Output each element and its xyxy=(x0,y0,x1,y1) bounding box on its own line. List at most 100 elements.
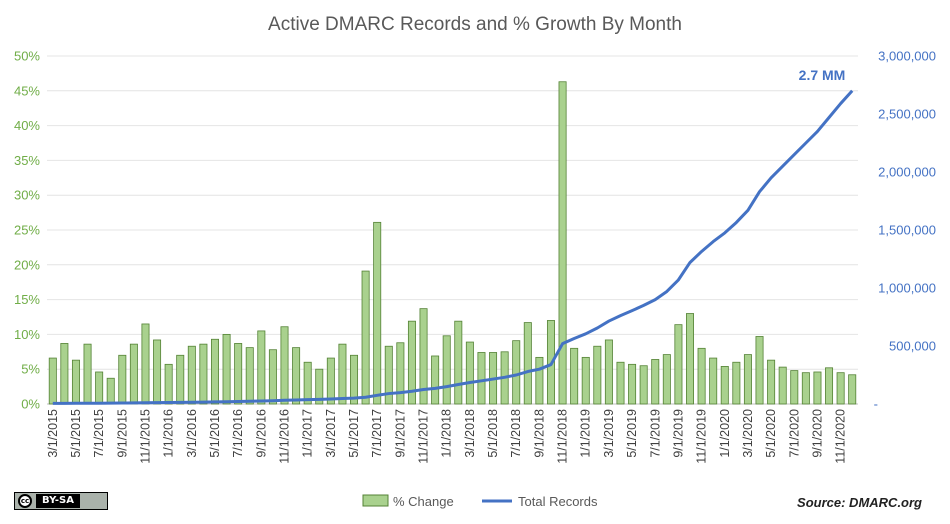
y-left-tick-label: 40% xyxy=(14,118,40,133)
bar xyxy=(303,361,312,405)
legend: % Change Total Records xyxy=(362,494,598,509)
x-tick-label: 7/1/2017 xyxy=(370,409,384,458)
bar xyxy=(674,324,683,405)
legend-bar-swatch xyxy=(362,494,389,507)
y-right-tick-label: 1,500,000 xyxy=(878,223,936,238)
y-left-tick-label: 45% xyxy=(14,83,40,98)
x-tick-label: 3/1/2020 xyxy=(741,409,755,458)
bar xyxy=(431,355,440,405)
bar xyxy=(813,371,822,405)
x-tick-label: 7/1/2020 xyxy=(787,409,801,458)
bar xyxy=(280,326,289,405)
x-tick-label: 7/1/2018 xyxy=(509,409,523,458)
x-tick-label: 3/1/2019 xyxy=(602,409,616,458)
grid-lines xyxy=(47,55,858,405)
y-left-tick-label: 50% xyxy=(14,49,40,64)
y-left-tick-label: 10% xyxy=(14,327,40,342)
bar xyxy=(71,359,80,405)
bar xyxy=(836,372,845,405)
line-series-total-records xyxy=(52,89,854,405)
x-tick-label: 3/1/2018 xyxy=(463,409,477,458)
bar xyxy=(419,308,428,405)
bar xyxy=(593,345,602,405)
x-tick-label: 1/1/2016 xyxy=(162,409,176,458)
bar xyxy=(396,342,405,405)
x-tick-label: 7/1/2016 xyxy=(231,409,245,458)
y-right-tick-label: 500,000 xyxy=(889,339,936,354)
bar xyxy=(129,343,138,405)
bar xyxy=(407,320,416,405)
bar xyxy=(118,354,127,405)
x-tick-label: 1/1/2020 xyxy=(718,409,732,458)
x-tick-label: 3/1/2015 xyxy=(46,409,60,458)
y-left-tick-label: 20% xyxy=(14,257,40,272)
bar xyxy=(164,363,173,405)
y-left-tick-label: 35% xyxy=(14,153,40,168)
bar xyxy=(801,372,810,405)
x-tick-label: 5/1/2015 xyxy=(69,409,83,458)
x-tick-label: 11/1/2019 xyxy=(695,409,709,464)
bar xyxy=(477,352,486,405)
bar xyxy=(199,343,208,405)
x-tick-label: 9/1/2019 xyxy=(671,409,685,458)
bar xyxy=(697,347,706,405)
legend-bar-label: % Change xyxy=(393,494,454,509)
bar xyxy=(720,366,729,405)
y-right-tick-label: 2,500,000 xyxy=(878,107,936,122)
bar xyxy=(257,330,266,405)
y-right-tick-label: 2,000,000 xyxy=(878,165,936,180)
x-tick-label: 9/1/2016 xyxy=(254,409,268,458)
bar xyxy=(570,347,579,405)
y-right-tick-label: 1,000,000 xyxy=(878,281,936,296)
bar xyxy=(245,347,254,405)
x-tick-label: 7/1/2019 xyxy=(648,409,662,458)
bar-series-percent-change xyxy=(48,81,857,405)
bar xyxy=(95,371,104,405)
license-text: BY-SA xyxy=(36,494,80,508)
x-tick-label: 7/1/2015 xyxy=(92,409,106,458)
x-tick-label: 1/1/2017 xyxy=(301,409,315,458)
x-tick-label: 11/1/2016 xyxy=(278,409,292,464)
bar xyxy=(686,313,694,405)
x-tick-label: 3/1/2017 xyxy=(324,409,338,458)
x-tick-label: 11/1/2017 xyxy=(417,409,431,464)
x-tick-label: 11/1/2018 xyxy=(556,409,570,464)
bar xyxy=(176,354,185,405)
bar xyxy=(732,361,741,405)
x-tick-label: 5/1/2019 xyxy=(625,409,639,458)
bar xyxy=(315,368,324,405)
x-tick-label: 1/1/2019 xyxy=(579,409,593,458)
x-tick-label: 5/1/2018 xyxy=(486,409,500,458)
bar xyxy=(211,338,219,405)
bar xyxy=(373,221,382,405)
bar xyxy=(222,333,231,405)
bar xyxy=(106,377,115,405)
bar xyxy=(350,354,359,405)
y-left-tick-label: 0% xyxy=(21,397,40,412)
bar xyxy=(292,347,301,405)
legend-line-label: Total Records xyxy=(518,494,598,509)
bar xyxy=(825,367,834,405)
y-left-tick-label: 30% xyxy=(14,188,40,203)
bar xyxy=(141,323,150,405)
bar xyxy=(790,370,799,405)
bar xyxy=(848,374,857,405)
x-tick-label: 5/1/2016 xyxy=(208,409,222,458)
x-tick-label: 9/1/2017 xyxy=(393,409,407,458)
bar xyxy=(60,343,69,405)
bar xyxy=(604,339,613,405)
x-tick-label: 5/1/2020 xyxy=(764,409,778,458)
x-tick-label: 5/1/2017 xyxy=(347,409,361,458)
bar xyxy=(48,357,57,405)
bar xyxy=(767,359,776,405)
bar xyxy=(535,356,544,405)
bar xyxy=(778,366,787,405)
bar xyxy=(384,345,393,405)
bar xyxy=(662,354,671,405)
y-left-tick-label: 5% xyxy=(21,362,40,377)
bar xyxy=(616,361,625,405)
bar xyxy=(361,270,370,405)
x-tick-label: 11/1/2015 xyxy=(138,409,152,464)
bar xyxy=(153,339,162,405)
annotation-total: 2.7 MM xyxy=(799,67,846,83)
